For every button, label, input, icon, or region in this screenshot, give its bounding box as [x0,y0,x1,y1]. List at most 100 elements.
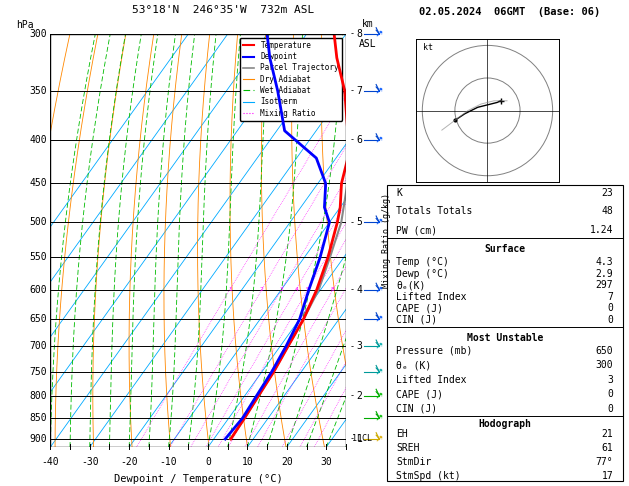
Text: →: → [374,389,387,402]
Text: 900: 900 [30,434,47,444]
Text: →: → [374,85,387,97]
Text: 297: 297 [596,280,613,290]
Text: 1: 1 [357,434,362,444]
Text: 17: 17 [601,471,613,481]
Text: ASL: ASL [359,39,377,49]
Text: -: - [349,342,354,351]
Text: Temp (°C): Temp (°C) [396,257,449,267]
Text: →: → [374,283,387,296]
Text: 7: 7 [357,86,362,96]
Text: 500: 500 [30,217,47,227]
Text: Totals Totals: Totals Totals [396,207,472,216]
Text: -: - [349,285,354,294]
Text: hPa: hPa [16,20,34,30]
Text: K: K [396,188,402,198]
Text: Mixing Ratio (g/kg): Mixing Ratio (g/kg) [382,193,391,288]
Text: 300: 300 [596,361,613,370]
Text: 400: 400 [30,135,47,145]
Text: 21: 21 [601,429,613,438]
Text: Dewp (°C): Dewp (°C) [396,269,449,278]
Text: →: → [374,216,387,229]
Text: -: - [349,87,354,95]
Text: -40: -40 [42,457,59,468]
Text: →: → [374,433,387,446]
Text: 53°18'N  246°35'W  732m ASL: 53°18'N 246°35'W 732m ASL [132,4,314,15]
Text: -30: -30 [81,457,99,468]
Text: CIN (J): CIN (J) [396,315,437,325]
Text: 2.9: 2.9 [596,269,613,278]
Text: 850: 850 [30,413,47,423]
Text: 5: 5 [306,287,309,292]
Text: EH: EH [396,429,408,438]
Text: 0: 0 [608,389,613,399]
Text: 4: 4 [357,284,362,295]
Text: 650: 650 [596,346,613,356]
Text: StmDir: StmDir [396,457,431,467]
Text: 8: 8 [331,287,335,292]
Text: 61: 61 [601,443,613,452]
Text: 300: 300 [30,29,47,39]
Text: 600: 600 [30,284,47,295]
Text: 450: 450 [30,178,47,189]
Text: -: - [349,434,354,443]
Text: 2: 2 [260,287,264,292]
Text: 6: 6 [357,135,362,145]
Text: 1LCL: 1LCL [352,434,372,443]
Text: -: - [349,391,354,400]
Text: Lifted Index: Lifted Index [396,292,467,302]
Text: →: → [374,28,387,40]
Text: 0: 0 [608,315,613,325]
Text: 30: 30 [320,457,332,468]
Text: 48: 48 [601,207,613,216]
Text: 3: 3 [608,375,613,385]
Text: 650: 650 [30,314,47,324]
Text: 7: 7 [608,292,613,302]
Text: StmSpd (kt): StmSpd (kt) [396,471,461,481]
Text: Most Unstable: Most Unstable [467,332,543,343]
Text: 0: 0 [608,404,613,414]
Text: -: - [349,218,354,227]
Text: 0: 0 [205,457,211,468]
Text: 0: 0 [608,303,613,313]
Text: 4: 4 [294,287,298,292]
Text: 700: 700 [30,341,47,351]
Text: 350: 350 [30,86,47,96]
Text: 800: 800 [30,391,47,400]
Text: kt: kt [423,43,433,52]
Text: 6: 6 [315,287,319,292]
Text: CIN (J): CIN (J) [396,404,437,414]
Text: -20: -20 [120,457,138,468]
Text: 750: 750 [30,367,47,377]
Text: →: → [374,412,387,424]
Text: 23: 23 [601,188,613,198]
Text: 550: 550 [30,252,47,262]
Text: -: - [349,30,354,38]
Text: Dewpoint / Temperature (°C): Dewpoint / Temperature (°C) [114,474,282,484]
Text: 77°: 77° [596,457,613,467]
Text: PW (cm): PW (cm) [396,225,437,235]
Text: 1: 1 [228,287,231,292]
Text: θₑ (K): θₑ (K) [396,361,431,370]
Text: SREH: SREH [396,443,420,452]
Text: Lifted Index: Lifted Index [396,375,467,385]
Text: -: - [349,136,354,144]
Text: Hodograph: Hodograph [478,419,532,429]
Text: →: → [374,365,387,378]
Text: Surface: Surface [484,243,525,254]
Text: 1.24: 1.24 [590,225,613,235]
Text: 20: 20 [281,457,292,468]
Text: 8: 8 [357,29,362,39]
Text: km: km [362,19,374,29]
Text: 3: 3 [357,341,362,351]
Text: 4.3: 4.3 [596,257,613,267]
Text: Pressure (mb): Pressure (mb) [396,346,472,356]
Text: 10: 10 [242,457,253,468]
Text: CAPE (J): CAPE (J) [396,389,443,399]
Text: CAPE (J): CAPE (J) [396,303,443,313]
Text: →: → [374,340,387,353]
Text: -10: -10 [160,457,177,468]
Text: 5: 5 [357,217,362,227]
Text: 2: 2 [357,391,362,400]
Text: →: → [374,134,387,146]
Text: 3: 3 [280,287,284,292]
